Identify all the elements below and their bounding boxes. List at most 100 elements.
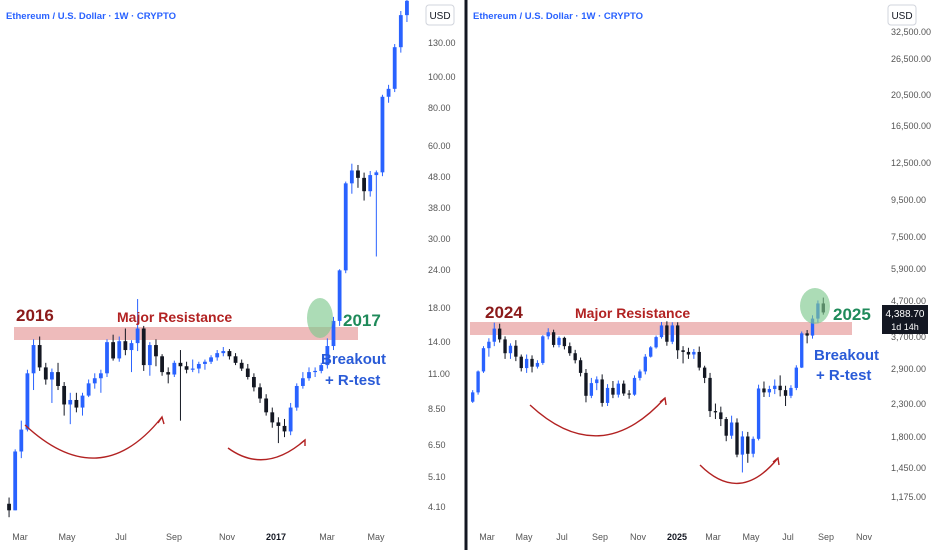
candle-body	[692, 351, 696, 355]
candle-body	[530, 358, 534, 367]
candle-body	[708, 377, 712, 412]
candle-body	[178, 362, 183, 367]
price-tick-label: 2,300.00	[891, 399, 926, 409]
candle-body	[166, 372, 171, 375]
candle-body	[643, 356, 647, 372]
candle-body	[288, 407, 293, 432]
currency-label: USD	[429, 11, 450, 22]
arrowhead-icon	[157, 415, 165, 425]
candle-body	[794, 367, 799, 388]
chart-panel-right: 32,500.00 26,500.00 20,500.00 16,500.00 12,5…	[470, 4, 931, 542]
candle-body	[147, 345, 152, 366]
candle-body	[783, 390, 788, 396]
price-tick-label: 60.00	[428, 141, 451, 151]
candle-body	[735, 422, 739, 455]
candle-body	[337, 270, 342, 321]
candle-body	[221, 351, 226, 354]
candle-body	[681, 350, 685, 352]
candle-body	[767, 389, 772, 393]
candle-body	[557, 337, 561, 345]
candle-body	[476, 371, 480, 393]
candle-body	[270, 412, 275, 423]
candle-body	[551, 332, 556, 345]
candle-body	[264, 398, 269, 413]
candle-body	[405, 0, 409, 16]
candle-body	[331, 320, 336, 347]
candle-body	[508, 345, 513, 354]
candle-body	[497, 328, 502, 340]
candle-body	[362, 177, 366, 192]
candle-body	[325, 346, 330, 366]
resistance-label: Major Resistance	[117, 309, 232, 325]
last-price-value: 4,388.70	[886, 309, 925, 320]
candle-body	[719, 412, 723, 420]
candle-body	[98, 373, 103, 379]
candle-body	[160, 356, 164, 373]
price-tick-label: 2,900.00	[891, 364, 926, 374]
price-tick-label: 1,800.00	[891, 432, 926, 442]
candle-body	[724, 419, 728, 436]
candle-body	[578, 360, 583, 373]
candle-body	[622, 383, 626, 394]
candle-body	[697, 351, 701, 368]
time-tick-label: 2017	[266, 532, 286, 542]
candle-body	[487, 341, 491, 349]
candle-body	[805, 333, 809, 336]
price-tick-label: 100.00	[428, 72, 456, 82]
candle-body	[616, 383, 621, 395]
arrowhead-icon	[772, 456, 780, 466]
price-tick-label: 30.00	[428, 234, 451, 244]
candle-body	[105, 342, 109, 374]
rounded-bottom-arc	[529, 397, 666, 437]
candle-body	[129, 343, 134, 351]
breakout-note-line1: Breakout	[814, 347, 879, 364]
currency-box[interactable]	[887, 4, 917, 26]
candle-body	[184, 366, 189, 370]
time-axis[interactable]: Mar May Jul Sep Nov 2017 Mar May	[12, 532, 385, 542]
price-axis[interactable]: 32,500.00 26,500.00 20,500.00 16,500.00 12,5…	[891, 27, 931, 502]
candle-body	[584, 372, 588, 396]
time-axis[interactable]: Mar May Jul Sep Nov 2025 Mar May Jul Sep Nov	[479, 532, 872, 542]
price-tick-label: 16,500.00	[891, 121, 931, 131]
candle-body	[245, 368, 250, 377]
candle-body	[300, 378, 305, 386]
candle-body	[86, 383, 91, 396]
currency-box[interactable]	[425, 4, 455, 26]
candle-body	[595, 379, 599, 384]
candle-body	[503, 339, 507, 354]
time-tick-label: May	[742, 532, 760, 542]
candle-body	[627, 393, 631, 395]
time-tick-label: Sep	[818, 532, 834, 542]
candle-body	[13, 451, 18, 511]
candle-body	[392, 47, 397, 89]
time-tick-label: May	[58, 532, 76, 542]
candle-body	[233, 356, 238, 363]
candle-body	[675, 325, 680, 351]
bar-countdown: 1d 14h	[891, 322, 919, 332]
price-tick-label: 11.00	[428, 369, 450, 379]
candle-body	[43, 367, 48, 380]
time-tick-label: Mar	[319, 532, 335, 542]
candle-body	[294, 385, 299, 408]
price-tick-label: 32,500.00	[891, 27, 931, 37]
candle-body	[343, 183, 348, 271]
candle-body	[62, 385, 67, 405]
candle-body	[123, 341, 128, 351]
rounded-bottom-arc	[699, 457, 779, 485]
time-tick-label: Nov	[219, 532, 236, 542]
candle-body	[778, 385, 782, 391]
candle-body	[80, 395, 85, 408]
candle-body	[746, 436, 750, 454]
candle-body	[589, 383, 594, 396]
time-tick-label: Jul	[782, 532, 794, 542]
time-tick-label: May	[367, 532, 385, 542]
candle-body	[670, 325, 674, 342]
time-tick-label: Sep	[592, 532, 608, 542]
breakout-note-line1: Breakout	[321, 351, 386, 368]
candle-body	[665, 325, 669, 342]
candle-body	[7, 503, 11, 511]
candle-body	[154, 345, 158, 357]
candle-body	[729, 422, 734, 436]
price-axis[interactable]: 130.00 100.00 80.00 60.00 48.00 38.00 30.00 24.…	[428, 38, 456, 512]
